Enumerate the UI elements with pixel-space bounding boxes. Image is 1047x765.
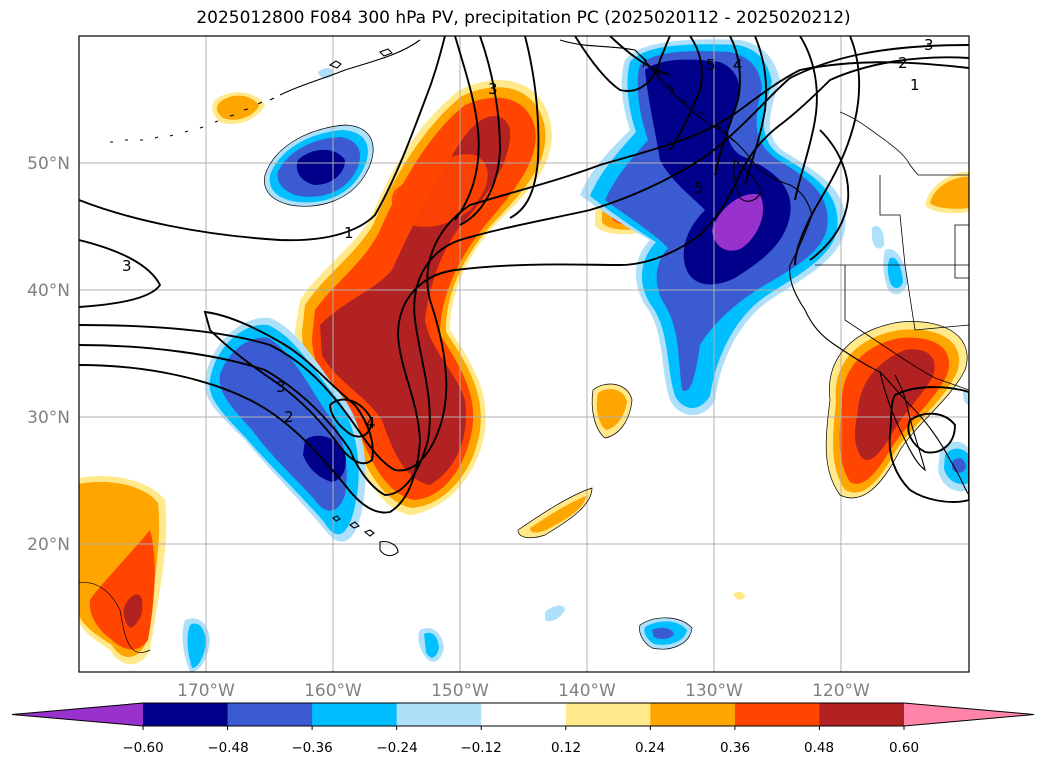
lat-label: 30°N (27, 408, 70, 428)
pv-label: 4 (733, 56, 743, 74)
colorbar-extend-min (12, 703, 143, 726)
graticule (79, 36, 969, 672)
colorbar-tick-label: −0.12 (460, 740, 501, 756)
colorbar-extend-max (904, 703, 1034, 726)
lat-label: 40°N (27, 281, 70, 301)
colorbar-tick-label: 0.48 (804, 740, 834, 756)
pv-label: 1 (910, 76, 920, 94)
lon-label: 140°W (558, 681, 616, 701)
colorbar-segment (819, 703, 905, 726)
colorbar-tick-label: 0.60 (889, 740, 919, 756)
colorbar-segment (734, 703, 820, 726)
pv-label: 3 (122, 257, 132, 275)
colorbar-segment (312, 703, 398, 726)
pv-label: 3 (488, 80, 498, 98)
lon-label: 130°W (685, 681, 743, 701)
colorbar-segment (227, 703, 313, 726)
figure-title: 2025012800 F084 300 hPa PV, precipitatio… (196, 8, 851, 28)
longitude-labels: 170°W 160°W 150°W 140°W 130°W 120°W (177, 681, 870, 701)
colorbar-tick-label: −0.36 (291, 740, 332, 756)
colorbar-segment (565, 703, 651, 726)
lat-label: 20°N (27, 535, 70, 555)
colorbar-tick-labels: −0.60 −0.48 −0.36 −0.24 −0.12 0.12 0.24 … (122, 740, 919, 756)
map-frame (78, 35, 970, 673)
colorbar-tick-label: −0.48 (207, 740, 248, 756)
lon-label: 170°W (177, 681, 235, 701)
colorbar-segment (143, 703, 229, 726)
lon-label: 120°W (812, 681, 870, 701)
pv-contour-labels: 3 5 4 3 2 1 5 1 3 3 2 4 (122, 36, 934, 432)
colorbar-segment (481, 703, 567, 726)
pv-label: 1 (344, 224, 354, 242)
lat-label: 50°N (27, 154, 70, 174)
pv-label: 2 (898, 54, 908, 72)
pv-label: 5 (694, 179, 704, 197)
coastlines (110, 39, 969, 557)
colorbar-tick-label: −0.60 (122, 740, 163, 756)
pv-label: 3 (276, 378, 286, 396)
latitude-labels: 50°N 40°N 30°N 20°N (27, 154, 70, 555)
colorbar-tick-label: 0.36 (720, 740, 750, 756)
pv-contours (79, 36, 969, 514)
colorbar-segment (396, 703, 482, 726)
precip-outline-contours (79, 124, 968, 653)
lon-label: 150°W (431, 681, 489, 701)
colorbar (11, 702, 1035, 730)
precipitation-shading (79, 39, 969, 672)
colorbar-tick-label: 0.24 (635, 740, 665, 756)
pv-label: 4 (366, 414, 376, 432)
pv-label: 2 (284, 408, 294, 426)
state-borders (815, 111, 969, 391)
lon-label: 160°W (304, 681, 362, 701)
colorbar-tick-label: 0.12 (551, 740, 581, 756)
colorbar-segment (650, 703, 736, 726)
colorbar-tick-label: −0.24 (376, 740, 417, 756)
pv-label: 3 (924, 36, 934, 54)
pv-label: 5 (706, 56, 716, 74)
